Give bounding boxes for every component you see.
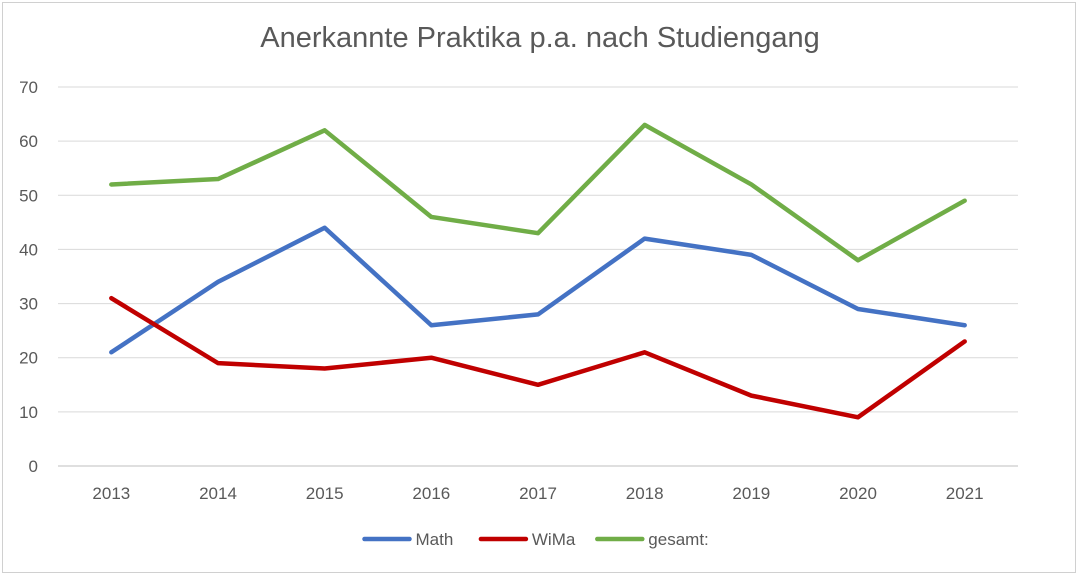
gridlines <box>58 86 1018 467</box>
x-tick-label: 2019 <box>732 484 770 503</box>
legend: Math WiMa gesamt: <box>362 530 709 549</box>
legend-label: gesamt: <box>648 530 708 549</box>
x-tick-label: 2015 <box>306 484 344 503</box>
y-tick-label: 20 <box>19 349 38 368</box>
x-axis-ticks: 2013 2014 2015 2016 2017 2018 2019 2020 2021 <box>92 484 983 503</box>
x-tick-label: 2017 <box>519 484 557 503</box>
series-lines <box>109 122 967 420</box>
y-tick-label: 70 <box>19 78 38 97</box>
y-tick-label: 30 <box>19 295 38 314</box>
y-tick-label: 10 <box>19 403 38 422</box>
chart-title: Anerkannte Praktika p.a. nach Studiengan… <box>260 22 820 54</box>
legend-label: Math <box>416 530 454 549</box>
x-tick-label: 2016 <box>412 484 450 503</box>
x-tick-label: 2020 <box>839 484 877 503</box>
series-line-2 <box>109 122 967 263</box>
legend-label: WiMa <box>532 530 576 549</box>
x-tick-label: 2018 <box>626 484 664 503</box>
y-tick-label: 0 <box>29 457 38 476</box>
x-tick-label: 2013 <box>92 484 130 503</box>
x-tick-label: 2014 <box>199 484 237 503</box>
x-tick-label: 2021 <box>946 484 984 503</box>
y-axis-ticks: 0 10 20 30 40 50 60 70 <box>19 78 38 476</box>
y-tick-label: 50 <box>19 186 38 205</box>
y-tick-label: 60 <box>19 132 38 151</box>
y-tick-label: 40 <box>19 240 38 259</box>
